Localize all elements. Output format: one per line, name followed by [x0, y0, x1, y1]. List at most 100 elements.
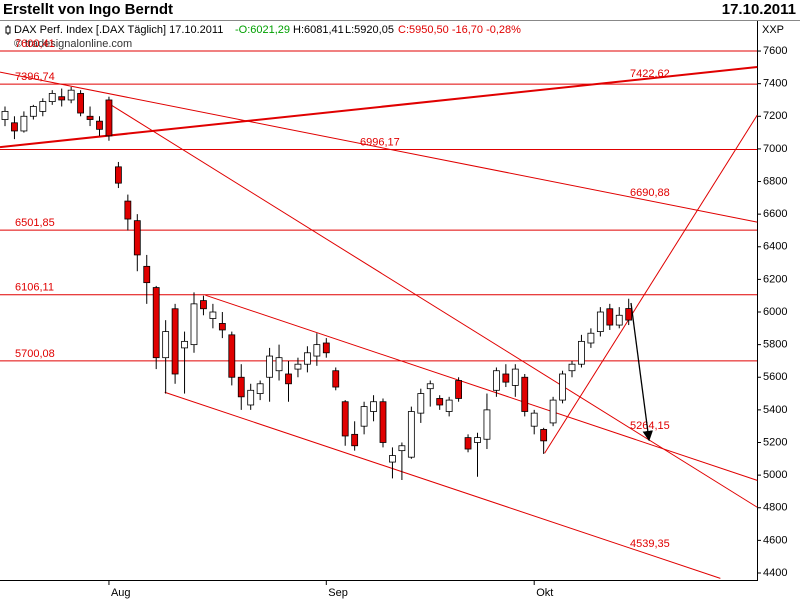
y-tick-label: 7600 [763, 45, 787, 57]
y-tick-label: 6800 [763, 175, 787, 187]
y-tick-label: 6000 [763, 306, 787, 318]
level-label: 7600,41 [15, 38, 55, 50]
candle-body [483, 409, 491, 440]
candle-body [303, 352, 311, 365]
legend-instrument: DAX Perf. Index [.DAX Täglich] 17.10.201… [14, 24, 223, 36]
candle-body [492, 370, 500, 391]
trend-label: 6690,88 [630, 187, 670, 199]
candle-body [67, 89, 75, 101]
trend-line [205, 294, 758, 481]
candle-body [511, 368, 519, 386]
y-tick-label: 5600 [763, 371, 787, 383]
candle-body [190, 303, 198, 346]
candle-body [143, 265, 151, 284]
legend-icon [5, 25, 11, 35]
candle-body [398, 445, 406, 452]
y-tick-label: 7400 [763, 78, 787, 90]
y-tick-label: 6600 [763, 208, 787, 220]
candle-body [389, 455, 396, 463]
candle-body [559, 373, 566, 401]
candle-body [266, 355, 274, 378]
candle-body [578, 340, 585, 365]
candle-body [596, 311, 604, 332]
chart-date: 17.10.2011 [722, 1, 796, 18]
candle-body [133, 220, 141, 256]
plot: 4400 4600 4800 5000 5200 5400 5600 5800 6000 6200… [0, 38, 787, 599]
candle-body [285, 373, 292, 385]
candle-body [313, 344, 321, 357]
level-label: 6106,11 [15, 282, 54, 294]
level-label: 5700,08 [15, 348, 55, 360]
y-tick-label: 7200 [763, 110, 787, 122]
trend-line [0, 66, 758, 149]
candle-body [1, 110, 9, 120]
candle-body [209, 311, 217, 319]
y-tick-label: 5200 [763, 436, 787, 448]
y-tick-label: 5000 [763, 469, 787, 481]
trend-label: 5264,15 [630, 420, 670, 432]
candle-body [426, 383, 434, 390]
candle-body [11, 122, 18, 132]
y-tick-label: 6200 [763, 273, 787, 285]
candle-body [58, 96, 66, 101]
y-tick-label: 5800 [763, 339, 787, 351]
candle-body [615, 314, 623, 326]
candle-body [200, 300, 207, 310]
candle-body [332, 370, 340, 388]
y-axis-label: XXP [762, 24, 784, 36]
candle-body [48, 93, 56, 102]
candle-body [181, 340, 188, 349]
candle-body [247, 389, 255, 406]
arrow [630, 302, 653, 442]
candle-body [606, 308, 614, 326]
y-tick-label: 6400 [763, 241, 787, 253]
candle-body [540, 429, 548, 442]
level-label: 6501,85 [15, 217, 55, 229]
candle-body [162, 331, 170, 359]
candle-body [464, 437, 472, 450]
candle-body [96, 120, 103, 130]
x-tick-label: Aug [111, 587, 131, 599]
candle-body [256, 383, 264, 394]
trend-line [0, 71, 758, 223]
candle-body [77, 93, 84, 114]
candle-body [417, 393, 425, 414]
candle-body [521, 376, 529, 412]
trend-label: 7422,62 [630, 68, 670, 80]
candle-body [228, 334, 236, 378]
candle-body [86, 115, 94, 120]
y-tick-label: 4400 [763, 567, 787, 579]
chart-title: Erstellt von Ingo Berndt [3, 1, 173, 18]
y-tick-label: 5400 [763, 404, 787, 416]
candle-body [237, 376, 245, 398]
candle-body [341, 401, 349, 437]
legend-low: L:5920,05 [345, 24, 394, 36]
candle-body [152, 287, 160, 359]
candle-body [625, 308, 633, 321]
candle-body [322, 342, 330, 354]
x-tick-label: Okt [536, 587, 553, 599]
watermark: © tradesignalonline.com [14, 38, 132, 50]
candle-body [455, 380, 463, 399]
y-tick-label: 7000 [763, 143, 787, 155]
candle-body [360, 406, 368, 427]
candle-body [379, 401, 387, 443]
candle-body [407, 411, 415, 458]
candle-body [530, 412, 538, 427]
candle-body [29, 106, 37, 117]
legend-close: C:5950,50 -16,70 -0,28% [398, 24, 521, 36]
candle-body [218, 323, 226, 331]
candle-body [105, 99, 113, 137]
level-label: 6996,17 [360, 136, 400, 148]
y-tick-label: 4800 [763, 502, 787, 514]
candle-body [436, 398, 444, 406]
candle-body [294, 363, 302, 370]
level-label: 7396,74 [15, 71, 55, 83]
legend-high: H:6081,41 [293, 24, 344, 36]
candle-body [502, 373, 510, 383]
legend-open: -O:6021,29 [235, 24, 290, 36]
trend-label: 4539,35 [630, 538, 670, 550]
